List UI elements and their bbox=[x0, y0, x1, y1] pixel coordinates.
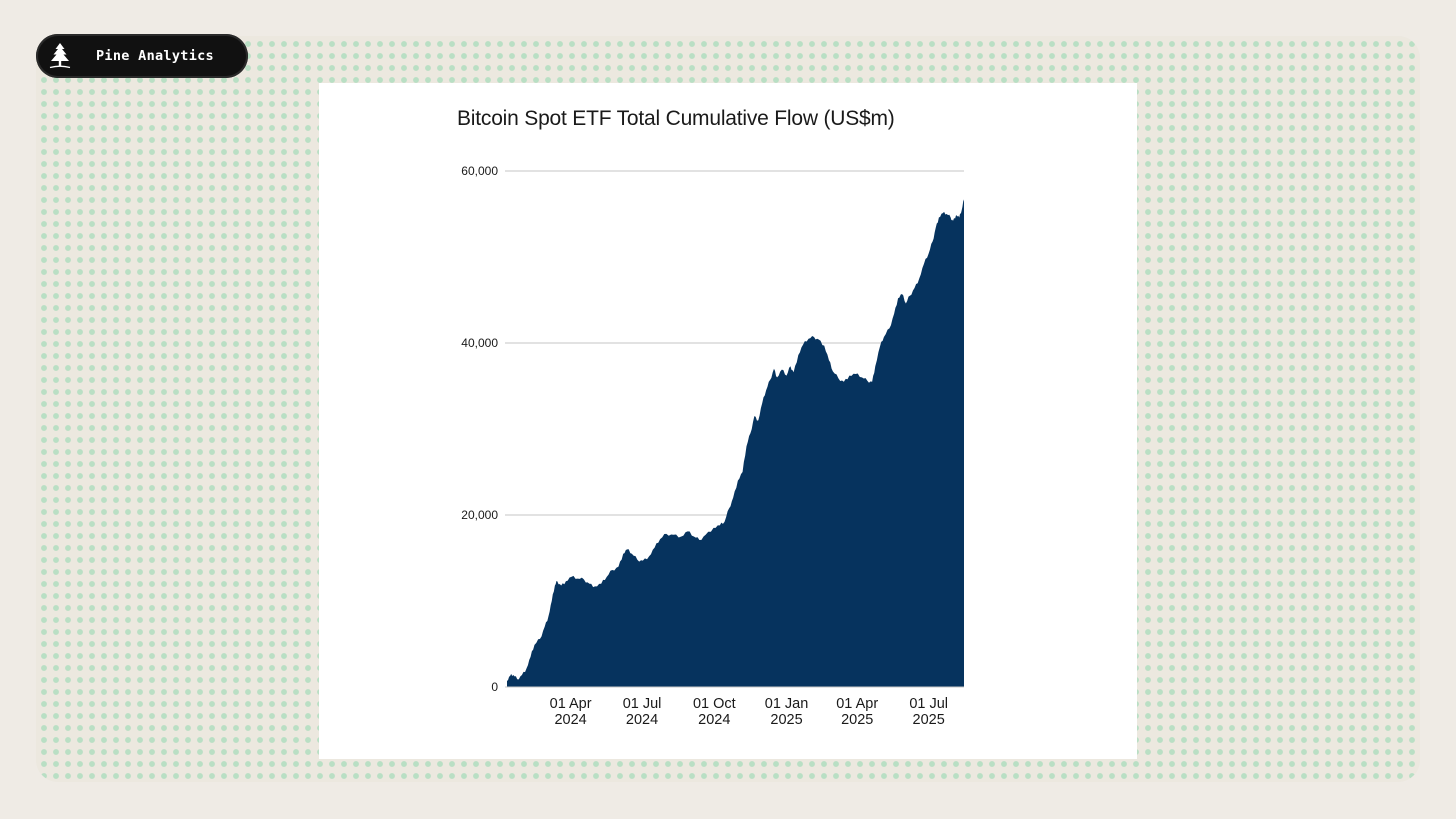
y-tick-label: 20,000 bbox=[461, 508, 498, 522]
x-tick-label: 01 Oct bbox=[693, 696, 736, 712]
x-tick-label: 01 Jul bbox=[623, 696, 662, 712]
x-tick-label-year: 2024 bbox=[626, 712, 658, 728]
x-tick-label-year: 2025 bbox=[841, 712, 873, 728]
x-tick-label: 01 Jul bbox=[909, 696, 948, 712]
area-series bbox=[507, 199, 964, 687]
brand-badge: Pine Analytics bbox=[36, 34, 248, 78]
chart-card: 0 20,000 40,000 60,000 01 Apr 2024 01 Jul 2024 0… bbox=[319, 83, 1137, 759]
y-tick-label: 60,000 bbox=[461, 164, 498, 178]
x-tick-label-year: 2024 bbox=[698, 712, 730, 728]
y-tick-label: 0 bbox=[491, 680, 498, 694]
chart-title: Bitcoin Spot ETF Total Cumulative Flow (… bbox=[457, 107, 895, 130]
x-tick-label: 01 Jan bbox=[765, 696, 809, 712]
x-tick-label-year: 2024 bbox=[554, 712, 586, 728]
x-tick-label: 01 Apr bbox=[836, 696, 878, 712]
x-tick-label: 01 Apr bbox=[550, 696, 592, 712]
x-tick-label-year: 2025 bbox=[913, 712, 945, 728]
x-tick-label-year: 2025 bbox=[770, 712, 802, 728]
brand-name: Pine Analytics bbox=[96, 48, 214, 64]
pine-tree-icon bbox=[49, 43, 71, 69]
y-tick-label: 40,000 bbox=[461, 336, 498, 350]
